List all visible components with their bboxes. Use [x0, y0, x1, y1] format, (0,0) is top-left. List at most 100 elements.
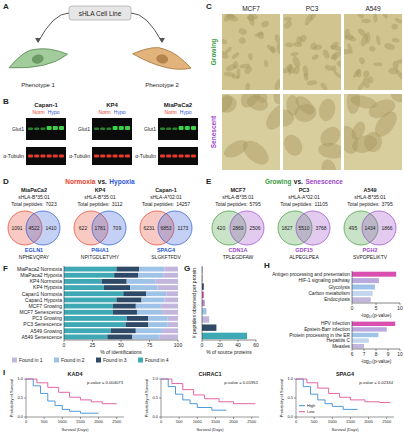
- cell-shape: [356, 14, 365, 19]
- band: [100, 155, 105, 158]
- total: Total peptides:11105: [280, 201, 328, 207]
- legend-entry: Norm: [33, 109, 45, 115]
- band: [179, 155, 184, 158]
- tick-label: 0.0: [287, 414, 293, 419]
- bar-segment: [138, 273, 163, 278]
- total-value: 3795: [382, 201, 393, 207]
- tick-label: 60: [253, 342, 259, 348]
- bar: [352, 272, 396, 277]
- bar: [202, 308, 207, 314]
- axis-title: Probability of Survival: [9, 379, 14, 418]
- band: [191, 155, 196, 158]
- tick-label: 0.5: [152, 395, 158, 400]
- bar-segment: [116, 267, 139, 272]
- cell-shape: [272, 94, 280, 105]
- legend-entry: Norm: [99, 109, 111, 115]
- cell-shape: [310, 42, 318, 51]
- legend-label: Found in 2: [61, 357, 85, 363]
- blot-legend: NormHypo: [33, 109, 60, 115]
- cell-shape: [291, 52, 299, 56]
- tick: [24, 398, 26, 399]
- cells: [283, 94, 341, 170]
- tick: [24, 417, 26, 418]
- cell-shape: [237, 94, 264, 111]
- bar-segment: [64, 279, 102, 284]
- bar: [352, 338, 369, 342]
- tick-label: 0.5: [17, 395, 23, 400]
- category-label: MiaPaca2 Normoxia: [17, 266, 62, 272]
- band: [160, 128, 165, 131]
- bar: [352, 322, 395, 326]
- band: [185, 155, 190, 158]
- cell-shape: [395, 69, 402, 81]
- total: Total peptides:3795: [347, 201, 393, 207]
- tick: [352, 303, 353, 305]
- y-axis: [64, 266, 65, 340]
- cell-shape: [392, 38, 400, 43]
- cell-body: [131, 42, 193, 72]
- category-label: Protein processing in the ER: [289, 333, 350, 338]
- cell-shape: [243, 65, 253, 75]
- bar: [352, 285, 375, 290]
- bar-segment: [157, 285, 178, 290]
- axis-title: Survival (Days): [196, 427, 224, 432]
- band: [185, 126, 190, 130]
- category-label: KP4 Hypoxia: [33, 284, 62, 290]
- category-label: Epstein-Barr infection: [304, 327, 350, 332]
- bar: [202, 324, 216, 330]
- title-part: Senescence: [305, 178, 343, 185]
- tick-label: 1.0: [17, 376, 23, 381]
- total-label: Total peptides:: [77, 201, 109, 207]
- tick-label: 1000: [328, 419, 338, 424]
- bar-segment: [167, 291, 178, 296]
- venn-circle: [92, 211, 126, 245]
- bar-segment: [111, 328, 136, 333]
- cell-shape: [336, 60, 341, 68]
- tick-label: 5: [375, 306, 378, 311]
- survival-chart: KAD4050010001500200025000.00.51.0Surviva…: [9, 371, 124, 432]
- venn-count: 1091: [11, 225, 22, 231]
- title-part: Growing: [265, 178, 291, 186]
- venn-count: 1827: [281, 225, 292, 231]
- total-value: 7023: [46, 201, 57, 207]
- venn-count: 3768: [315, 225, 326, 231]
- category-label: Capan1 Normoxia: [22, 291, 63, 297]
- band: [179, 126, 184, 130]
- bar-segment: [102, 279, 127, 284]
- allele: sHLA-A*02:01: [150, 194, 182, 200]
- chart-title: SPAG4: [336, 371, 355, 377]
- blot-title: KP4: [106, 102, 118, 108]
- band: [40, 128, 45, 131]
- category-label: HPV infection: [321, 321, 350, 326]
- annotation: p-value = 0.004073: [87, 380, 124, 385]
- cell-shape: [344, 49, 350, 54]
- tick-label: 10: [397, 306, 403, 311]
- tick-label: 0: [25, 419, 28, 424]
- allele: sHLA-B*35:01: [84, 194, 116, 200]
- figure: ABCDEFGHIsHLA Cell LinePhenotype 1Phenot…: [0, 0, 404, 440]
- tick-label: 500: [176, 419, 183, 424]
- tick: [352, 349, 353, 351]
- tick-label: 2500: [382, 419, 392, 424]
- tick-label: 1.0: [287, 376, 293, 381]
- bar-segment: [148, 316, 167, 321]
- category-label: Capan1 Hypoxia: [25, 297, 62, 303]
- cell-shape: [245, 83, 250, 90]
- bar-chart: HPV infectionEpstein-Barr infectionProte…: [289, 321, 403, 364]
- bar-segment: [64, 273, 114, 278]
- category-label: MiaPaca2 Hypoxia: [20, 272, 62, 278]
- arrow-head: [159, 38, 165, 43]
- total: Total peptides:14257: [142, 201, 190, 207]
- cell-shape: [373, 14, 377, 22]
- venn-title: Growingvs.Senescence: [265, 178, 343, 186]
- band: [100, 128, 105, 131]
- category-label: Glycolysis: [328, 285, 350, 290]
- tick-label: 2000: [94, 419, 104, 424]
- survival-line: [296, 379, 358, 409]
- tick: [159, 379, 161, 380]
- venn-count: 2869: [232, 225, 243, 231]
- panel-label: C: [206, 2, 212, 11]
- axis-title: -log₁₀(p-value): [361, 313, 392, 318]
- bar-segment: [148, 322, 167, 327]
- cell-shape: [322, 49, 330, 59]
